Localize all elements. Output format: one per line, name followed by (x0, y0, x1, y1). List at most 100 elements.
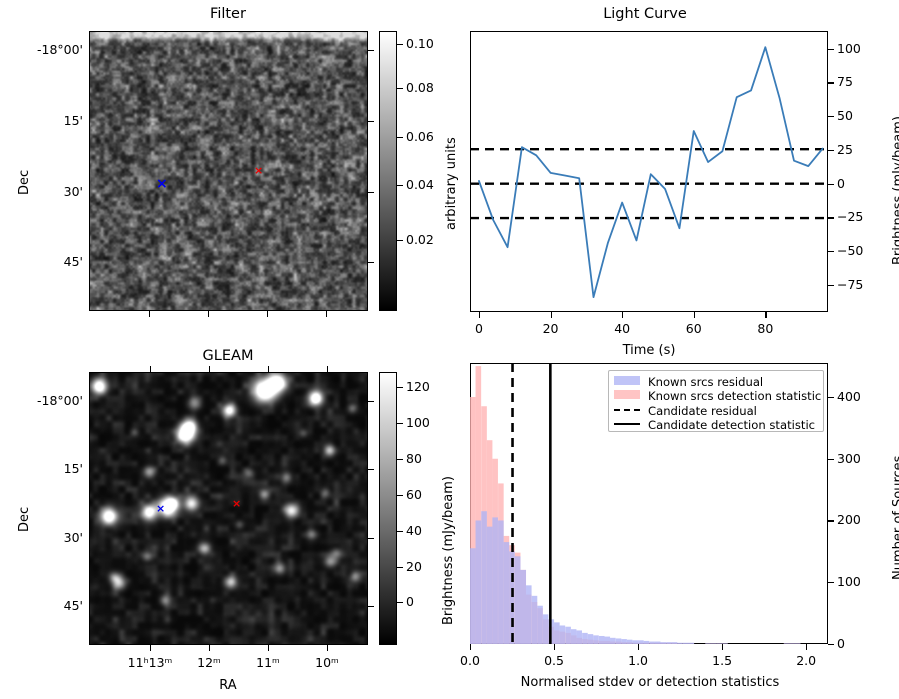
gleam-ra-top-tickmark-1 (209, 366, 211, 372)
lightcurve-x-tickmark-4 (765, 312, 767, 318)
histogram-x-tick-4: 2.0 (796, 653, 817, 668)
gleam-dec-tick-3: 45' (63, 598, 83, 613)
lightcurve-y-tickmark-0 (828, 48, 834, 50)
histogram-y-tickmark-4 (828, 644, 834, 646)
lightcurve-ylabel: Brightness (mJy/beam) (891, 116, 899, 265)
lightcurve-x-tickmark-2 (622, 312, 624, 318)
gleam-dec-tick-0: -18°00' (36, 393, 83, 408)
lightcurve-x-tick-1: 20 (542, 321, 559, 336)
legend-swatch-1 (614, 390, 640, 400)
histogram-bar (559, 625, 566, 644)
filter-ylabel: Dec (17, 169, 32, 195)
histogram-bar (470, 396, 476, 644)
filter-dec-tickmark-0 (368, 50, 374, 52)
gleam-colorbar (379, 372, 397, 645)
filter-x-tickmark-1 (208, 311, 210, 317)
gleam-red-cross-marker: × (232, 497, 242, 510)
legend-label-3: Candidate detection statistic (648, 418, 816, 433)
gleam-cb-tick-0: 120 (406, 379, 430, 394)
histogram-y-tick-3: 100 (837, 574, 861, 590)
lightcurve-y-tickmark-1 (828, 82, 834, 84)
histogram-bar (660, 642, 667, 644)
histogram-bar (649, 641, 655, 644)
histogram-x-tick-2: 1.0 (628, 653, 649, 668)
filter-dec-tickmark-3 (368, 262, 374, 264)
gleam-ra-tick-2: 11ᵐ (256, 655, 280, 670)
lightcurve-x-tick-2: 40 (614, 321, 631, 336)
lightcurve-x-tickmark-0 (478, 312, 481, 318)
legend-line-3 (614, 423, 640, 426)
filter-cb-tick-4: 0.02 (406, 232, 434, 247)
histogram-bar (632, 640, 639, 644)
gleam-ylabel: Dec (17, 506, 32, 532)
histogram-bar (570, 629, 577, 644)
gleam-cb-tick-2: 80 (406, 451, 422, 466)
gleam-cb-tickmark-1 (397, 423, 403, 425)
histogram-bar (486, 526, 493, 644)
histogram-y-tick-1: 300 (837, 450, 861, 466)
lightcurve-y-tick-4: 0 (837, 175, 845, 191)
gleam-cb-tick-5: 20 (406, 559, 422, 574)
lightcurve-x-tickmark-1 (550, 312, 552, 318)
histogram-bar (537, 605, 543, 644)
histogram-y-tickmark-2 (828, 520, 834, 522)
lightcurve-x-tick-0: 0 (474, 321, 483, 336)
filter-image (89, 31, 368, 311)
histogram-legend (608, 370, 824, 432)
histogram-x-tickmark-0 (470, 644, 472, 650)
histogram-bar (638, 640, 644, 644)
filter-cb-tick-3: 0.04 (406, 177, 434, 192)
histogram-bar (565, 626, 571, 644)
lightcurve-y-tickmark-5 (828, 217, 834, 219)
filter-colorbar (379, 31, 397, 311)
histogram-x-tick-3: 1.5 (712, 653, 733, 668)
gleam-dec-tick-1: 15' (63, 461, 83, 476)
lightcurve-y-tick-0: 100 (837, 40, 861, 56)
lightcurve-x-tick-4: 80 (757, 321, 774, 336)
filter-cb-tickmark-4 (397, 240, 403, 242)
histogram-bar (503, 542, 510, 644)
histogram-y-tickmark-1 (828, 458, 834, 460)
histogram-bar (498, 520, 504, 644)
histogram-bar (598, 635, 605, 644)
gleam-cb-tick-4: 40 (406, 523, 422, 538)
lightcurve-plot (470, 46, 828, 299)
histogram-bar (626, 639, 633, 644)
histogram-bar (475, 520, 482, 644)
histogram-bar (688, 642, 695, 644)
gleam-ra-top-tickmark-3 (327, 366, 329, 372)
histogram-bar (671, 642, 678, 644)
lightcurve-y-tickmark-7 (828, 284, 834, 287)
lightcurve-y-tick-6: −50 (837, 243, 864, 259)
gleam-ra-tick-3: 10ᵐ (315, 655, 339, 670)
gleam-cb-tickmark-0 (397, 387, 403, 389)
filter-dec-tick-0: -18°00' (36, 42, 83, 57)
gleam-dec-tickmark-0 (368, 401, 374, 403)
histogram-bar (509, 551, 515, 644)
histogram-bar (481, 511, 487, 644)
histogram-bar (789, 643, 795, 644)
gleam-ra-tick-1: 12ᵐ (197, 655, 221, 670)
histogram-bar (621, 639, 627, 644)
gleam-colorbar-label: Brightness (mJy/beam) (441, 476, 456, 625)
histogram-y-tickmark-0 (828, 396, 834, 399)
histogram-bar (604, 636, 611, 644)
lightcurve-y-tickmark-4 (828, 183, 834, 185)
filter-dec-tickmark-1 (368, 121, 374, 123)
lightcurve-x-tickmark-3 (693, 312, 695, 318)
histogram-bar (576, 630, 582, 644)
lightcurve-y-tick-1: 75 (837, 74, 853, 90)
gleam-xlabel: RA (219, 678, 237, 693)
gleam-image (89, 372, 368, 645)
gleam-ra-tickmark-0 (150, 645, 152, 651)
histogram-x-tickmark-4 (806, 644, 808, 650)
histogram-bar (610, 637, 616, 644)
lightcurve-axes-frame (470, 31, 828, 312)
legend-label-0: Known srcs residual (648, 375, 764, 389)
histogram-bar (531, 595, 538, 644)
filter-cb-tick-0: 0.10 (406, 36, 434, 51)
histogram-bar (682, 642, 689, 644)
histogram-y-tick-4: 0 (837, 636, 845, 651)
histogram-y-tickmark-3 (828, 582, 834, 584)
